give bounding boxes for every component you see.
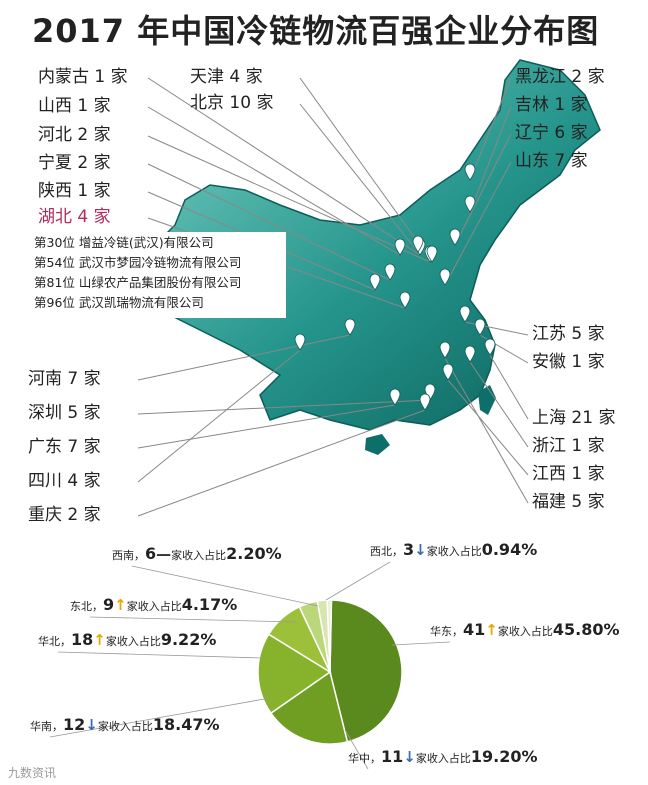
leader-line xyxy=(147,135,431,263)
pie-label-华北: 华北，18↑家收入占比9.22% xyxy=(38,630,217,649)
pie-slice-西北 xyxy=(326,599,333,673)
pie-leader-line xyxy=(57,651,263,659)
pie-label-华中: 华中，11↓家收入占比19.20% xyxy=(348,747,538,766)
region-label-right: 浙江 1 家 xyxy=(532,436,605,456)
pie-slice-华南 xyxy=(257,633,332,715)
location-pin-icon xyxy=(389,388,401,406)
region-label-right: 黑龙江 2 家 xyxy=(515,67,605,87)
region-label-left: 河北 2 家 xyxy=(38,125,111,145)
leader-line xyxy=(444,161,512,286)
region-label-left: 四川 4 家 xyxy=(28,471,101,491)
region-label-left: 山西 1 家 xyxy=(38,96,111,116)
pie-label-西南: 西南，6—家收入占比2.20% xyxy=(112,544,282,563)
region-label-left: 深圳 5 家 xyxy=(28,403,101,423)
region-label-right: 辽宁 6 家 xyxy=(515,123,588,143)
page-title: 2017 年中国冷链物流百强企业分布图 xyxy=(32,12,600,50)
china-outline xyxy=(129,59,601,431)
pie-leader-line xyxy=(89,616,297,623)
region-label-right: 吉林 1 家 xyxy=(515,95,588,115)
company-row: 第54位 武汉市梦园冷链物流有限公司 xyxy=(34,255,242,270)
location-pin-icon xyxy=(474,318,486,336)
leader-line xyxy=(299,103,419,253)
pie-slice-华中 xyxy=(269,670,349,745)
location-pin-icon xyxy=(484,338,496,356)
region-label-left: 陕西 1 家 xyxy=(38,181,111,201)
location-pin-icon xyxy=(459,305,471,323)
region-label-left: 内蒙古 1 家 xyxy=(38,67,128,87)
leader-line xyxy=(444,357,529,504)
taiwan-island xyxy=(478,385,496,415)
region-label-left: 广东 7 家 xyxy=(28,437,101,457)
leader-line xyxy=(469,77,512,181)
leader-line xyxy=(469,105,512,213)
leader-line xyxy=(147,77,421,256)
location-pin-icon xyxy=(464,163,476,181)
pie-leader-line xyxy=(391,641,451,646)
leader-line xyxy=(137,349,301,483)
location-pin-icon xyxy=(442,363,454,381)
region-label-right: 福建 5 家 xyxy=(532,492,605,512)
region-label-left: 宁夏 2 家 xyxy=(38,153,111,173)
pie-label-华东: 华东，41↑家收入占比45.80% xyxy=(430,620,620,639)
location-pin-icon xyxy=(449,228,461,246)
region-label-top: 天津 4 家 xyxy=(190,67,263,87)
region-label-right: 江西 1 家 xyxy=(532,464,605,484)
leader-line xyxy=(489,354,529,420)
pie-label-华南: 华南，12↓家收入占比18.47% xyxy=(30,715,220,734)
pie-label-西北: 西北，3↓家收入占比0.94% xyxy=(370,540,538,559)
revenue-pie-chart xyxy=(49,561,451,770)
region-label-left: 河南 7 家 xyxy=(28,369,101,389)
location-pin-icon xyxy=(394,238,406,256)
region-label-right: 上海 21 家 xyxy=(532,408,616,428)
location-pin-icon xyxy=(294,333,306,351)
leader-line xyxy=(469,361,529,448)
region-label-left: 湖北 4 家 xyxy=(38,207,111,227)
location-pin-icon xyxy=(419,393,431,411)
company-row: 第30位 增益冷链(武汉)有限公司 xyxy=(34,235,214,250)
company-row: 第81位 山绿农产品集团股份有限公司 xyxy=(34,275,242,290)
location-pin-icon xyxy=(412,235,424,253)
location-pin-icon xyxy=(426,245,438,263)
leader-line xyxy=(454,133,512,246)
pie-slice-华东 xyxy=(329,599,403,743)
location-pin-icon xyxy=(464,345,476,363)
leader-line xyxy=(137,404,396,449)
pie-label-东北: 东北，9↑家收入占比4.17% xyxy=(70,595,238,614)
location-pin-icon xyxy=(464,195,476,213)
hainan-island xyxy=(365,434,390,455)
leader-line xyxy=(147,163,391,281)
region-label-right: 山东 7 家 xyxy=(515,151,588,171)
region-label-right: 安徽 1 家 xyxy=(532,352,605,372)
region-label-top: 北京 10 家 xyxy=(190,93,274,113)
hubei-company-list: 第30位 增益冷链(武汉)有限公司 第54位 武汉市梦园冷链物流有限公司 第81… xyxy=(28,232,286,318)
leader-line xyxy=(299,77,433,263)
pie-leader-line xyxy=(131,565,319,607)
location-pin-icon xyxy=(424,383,436,401)
location-pin-icon xyxy=(439,268,451,286)
pie-leader-line xyxy=(344,729,369,770)
location-pin-icon xyxy=(399,291,411,309)
region-label-left: 重庆 2 家 xyxy=(28,505,101,525)
location-pin-icon xyxy=(344,318,356,336)
leader-line xyxy=(137,409,426,517)
pie-leader-line xyxy=(325,561,391,601)
watermark: 九数资讯 xyxy=(8,766,57,780)
company-row: 第96位 武汉凯瑞物流有限公司 xyxy=(34,295,204,310)
location-pin-icon xyxy=(439,341,451,359)
location-pin-icon xyxy=(369,273,381,291)
location-pin-icon xyxy=(384,263,396,281)
region-label-right: 江苏 5 家 xyxy=(532,324,605,344)
pie-leader-line xyxy=(49,697,271,738)
leader-line xyxy=(447,379,529,476)
leader-line xyxy=(137,399,431,415)
leader-line xyxy=(137,334,351,381)
